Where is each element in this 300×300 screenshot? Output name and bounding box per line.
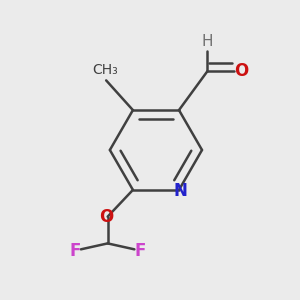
Text: F: F	[69, 242, 81, 260]
Text: O: O	[234, 62, 248, 80]
Text: O: O	[99, 208, 113, 226]
Text: CH₃: CH₃	[92, 63, 118, 77]
Text: H: H	[202, 34, 213, 49]
Text: F: F	[135, 242, 146, 260]
Text: N: N	[173, 182, 188, 200]
